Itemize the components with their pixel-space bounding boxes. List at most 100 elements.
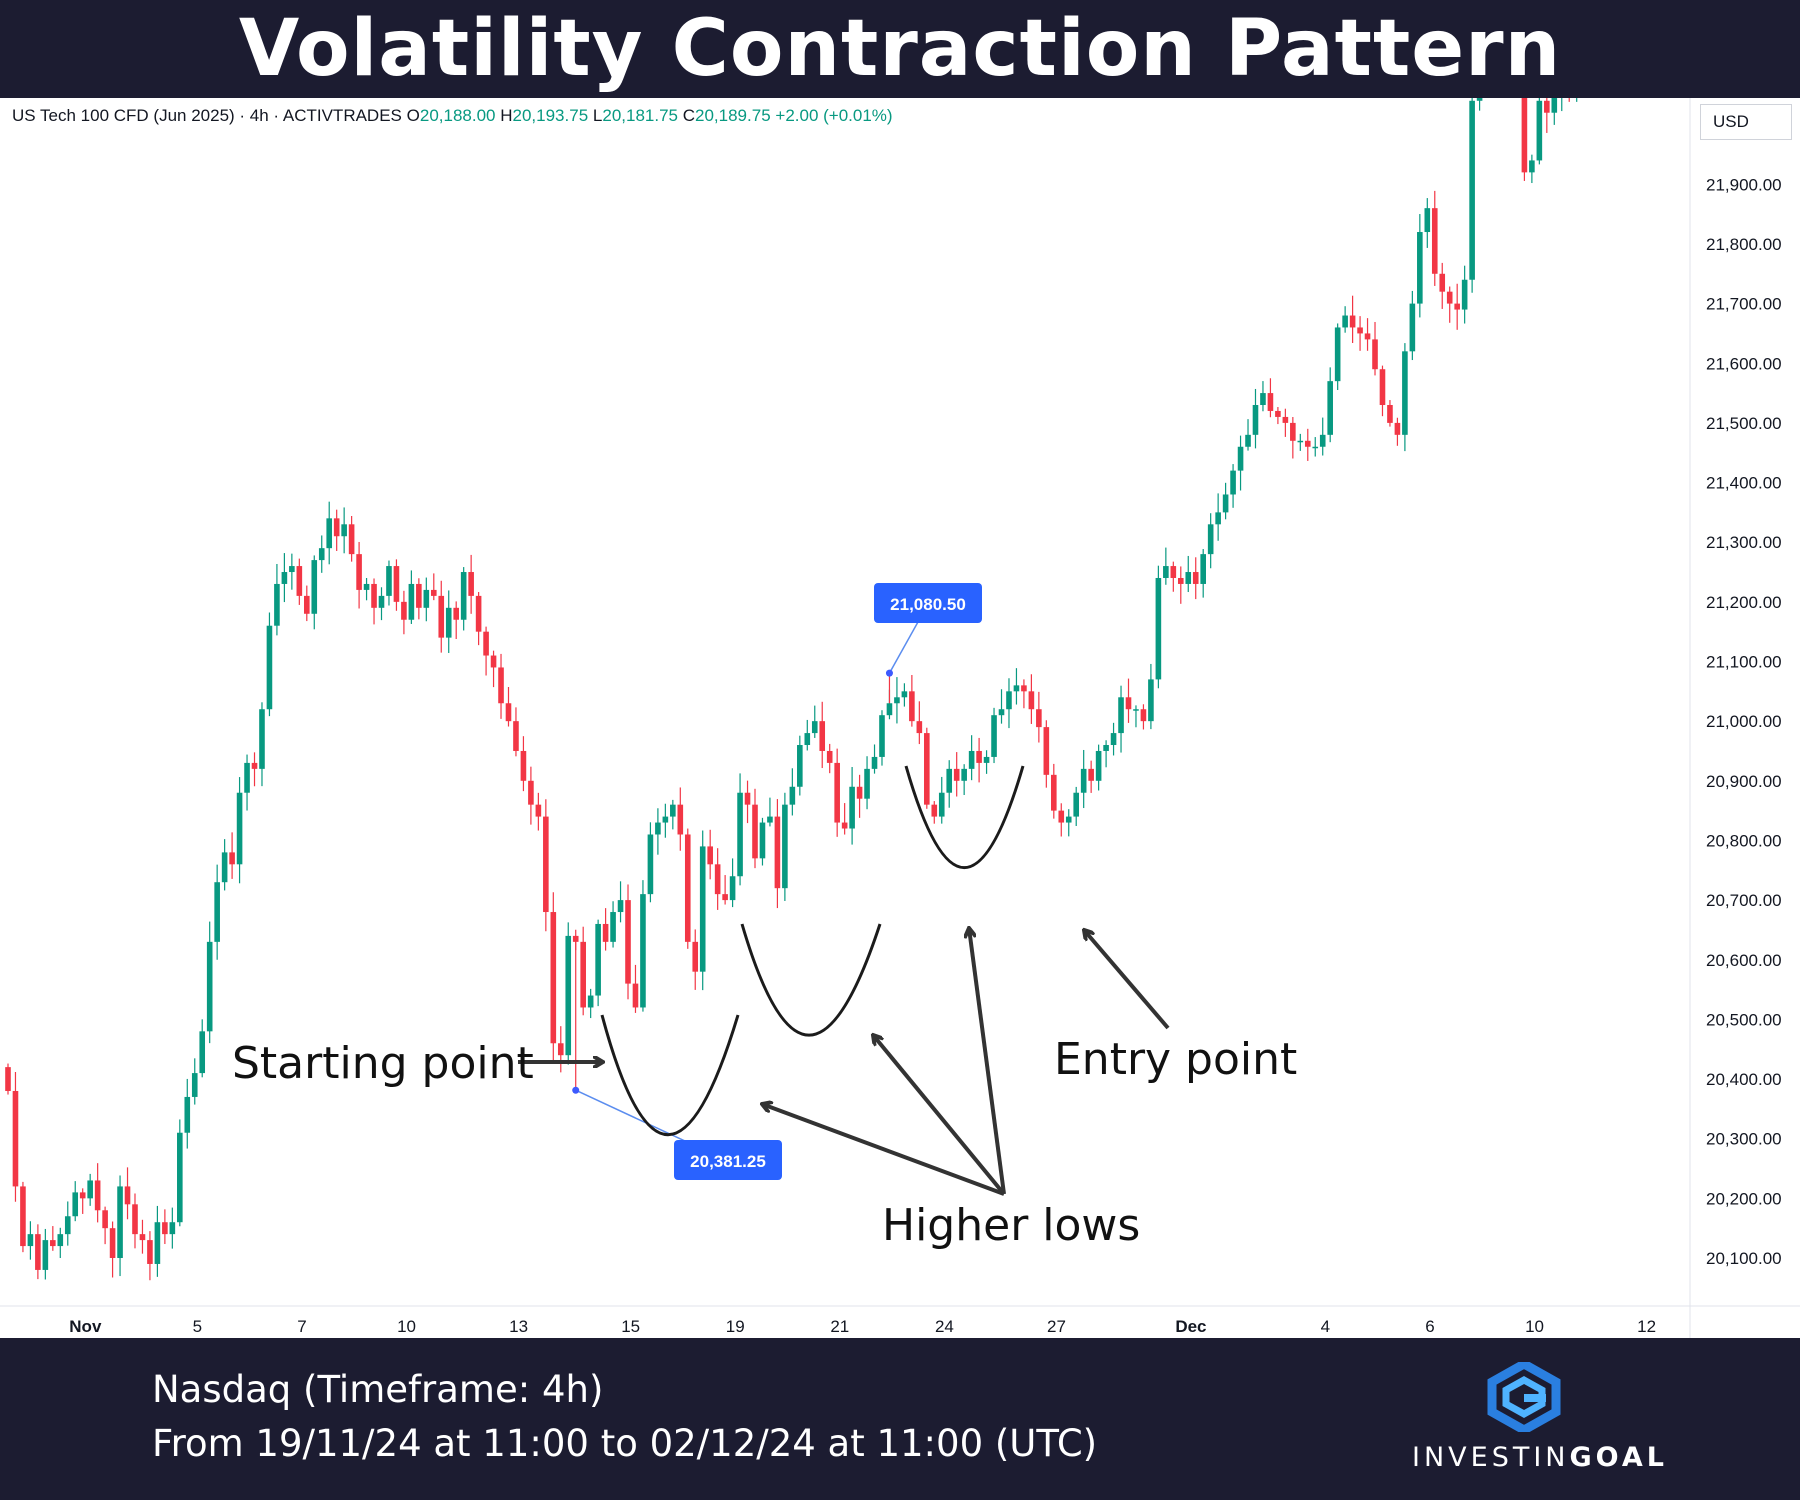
candle-body	[191, 1073, 198, 1097]
candle-body	[998, 709, 1005, 716]
y-tick-label: 20,400.00	[1706, 1070, 1782, 1089]
candle-body	[490, 655, 497, 668]
contraction-curve-3	[904, 765, 1025, 870]
candle-body	[1192, 572, 1199, 584]
candle-body	[430, 589, 437, 596]
candle-body	[1327, 381, 1333, 435]
candle-body	[1304, 440, 1311, 447]
y-tick-label: 21,900.00	[1706, 175, 1782, 194]
x-tick-label: Nov	[69, 1317, 102, 1336]
candle-body	[363, 583, 370, 590]
candle-body	[27, 1234, 34, 1247]
candle-body	[1222, 494, 1229, 513]
candle-body	[692, 941, 699, 972]
candle-body	[35, 1234, 41, 1270]
x-tick-label: 15	[621, 1317, 640, 1336]
candle-body	[20, 1186, 26, 1247]
candle-body	[1155, 577, 1162, 680]
page-title: Volatility Contraction Pattern	[238, 4, 1562, 94]
ohlc-legend: US Tech 100 CFD (Jun 2025) · 4h · ACTIVT…	[12, 106, 893, 126]
candle-body	[139, 1234, 146, 1241]
candle-body	[1118, 697, 1124, 734]
y-tick-label: 21,600.00	[1706, 354, 1782, 373]
brand-name-prefix: INVESTIN	[1412, 1442, 1570, 1473]
candle-body	[931, 804, 938, 817]
candle-body	[318, 548, 325, 561]
candle-body	[938, 792, 945, 817]
candle-body	[214, 882, 220, 942]
candle-body	[1454, 303, 1460, 310]
candle-body	[1080, 768, 1087, 793]
candle-body	[109, 1228, 116, 1258]
candle-body	[1469, 100, 1475, 280]
candle-body	[386, 566, 392, 596]
candle-body	[774, 816, 781, 889]
higher-low-arrow-2	[873, 1035, 1006, 1196]
candle-body	[1536, 100, 1543, 161]
candle-body	[1387, 405, 1393, 423]
y-tick-label: 21,400.00	[1706, 474, 1782, 493]
candle-body	[42, 1240, 49, 1270]
high-label: H	[500, 106, 513, 125]
currency-selector[interactable]: USD	[1700, 104, 1792, 140]
low-price-label-box	[674, 1140, 782, 1180]
y-tick-label: 20,600.00	[1706, 951, 1782, 970]
y-tick-label: 20,800.00	[1706, 831, 1782, 850]
candle-body	[1424, 208, 1431, 233]
low-price-label-dot	[572, 1086, 580, 1094]
candle-body	[177, 1132, 183, 1223]
candle-body	[1148, 679, 1154, 722]
candle-body	[12, 1090, 19, 1187]
candle-body	[1342, 315, 1348, 328]
candle-body	[281, 572, 288, 584]
candle-body	[550, 912, 557, 1044]
candle-body	[789, 786, 796, 805]
low-price-label-text: 20,381.25	[690, 1152, 766, 1171]
high-price-label-dot	[885, 669, 893, 677]
candle-body	[475, 595, 482, 632]
candle-body	[132, 1204, 138, 1235]
candle-body	[79, 1192, 86, 1199]
candle-body	[304, 595, 310, 614]
price-scale-background	[1690, 98, 1800, 1338]
candle-body	[1364, 333, 1371, 340]
candle-body	[1065, 816, 1072, 823]
close-label: C	[682, 106, 696, 125]
candle-body	[991, 715, 997, 757]
candle-body	[94, 1180, 101, 1211]
candle-body	[169, 1222, 176, 1235]
candle-body	[57, 1234, 64, 1247]
candle-body	[1349, 315, 1356, 328]
brand-name: INVESTINGOAL	[1412, 1442, 1668, 1473]
contraction-curve-1	[600, 1014, 740, 1137]
candle-body	[953, 768, 960, 781]
candle-body	[632, 983, 639, 1008]
candle-body	[221, 852, 228, 883]
price-chart: 20,100.00 20,200.00 20,300.00 20,400.00 20,5…	[0, 98, 1800, 1338]
candle-body	[378, 595, 385, 608]
candle-body	[1088, 768, 1094, 781]
candle-body	[505, 703, 512, 722]
candle-body	[655, 822, 661, 835]
symbol-label: US Tech 100 CFD (Jun 2025) · 4h · ACTIVT…	[12, 106, 402, 125]
candle-body	[1446, 291, 1453, 304]
candle-body	[1417, 232, 1423, 304]
candle-body	[1073, 792, 1080, 817]
candle-body	[1319, 434, 1326, 447]
candle-body	[311, 560, 318, 614]
candle-body	[1051, 774, 1057, 811]
candle-body	[348, 524, 355, 555]
candle-body	[557, 1043, 564, 1056]
candle-body	[610, 912, 616, 942]
candle-body	[326, 518, 333, 549]
y-tick-label: 20,100.00	[1706, 1249, 1782, 1268]
candle-body	[1267, 393, 1274, 411]
candle-body	[714, 864, 721, 895]
candle-body	[423, 589, 430, 608]
candle-body	[1334, 327, 1341, 382]
y-tick-label: 20,900.00	[1706, 772, 1782, 791]
candle-body	[752, 804, 758, 859]
candle-body	[1282, 416, 1289, 423]
candle-body	[259, 709, 265, 769]
high-value: 20,193.75	[512, 106, 589, 125]
